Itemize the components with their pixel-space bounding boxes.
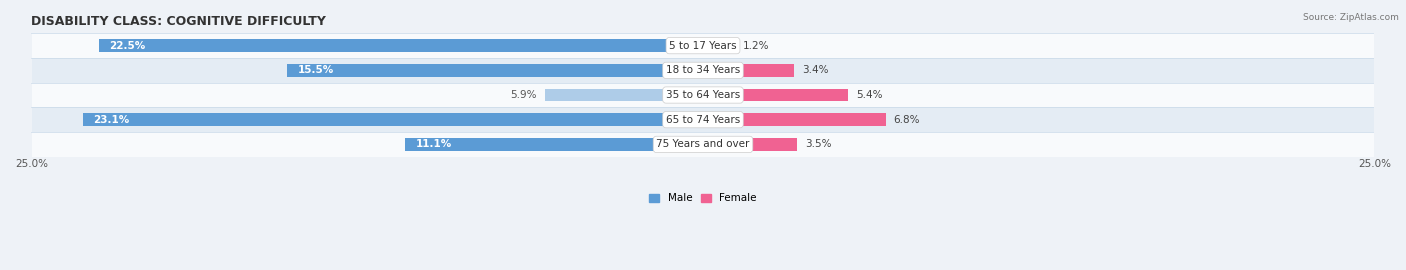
- Text: 15.5%: 15.5%: [298, 65, 333, 75]
- Text: Source: ZipAtlas.com: Source: ZipAtlas.com: [1303, 14, 1399, 22]
- Bar: [703, 89, 848, 102]
- Text: 5.4%: 5.4%: [856, 90, 883, 100]
- Text: 75 Years and over: 75 Years and over: [657, 139, 749, 149]
- Text: 5 to 17 Years: 5 to 17 Years: [669, 41, 737, 51]
- Legend: Male, Female: Male, Female: [650, 193, 756, 203]
- Text: 5.9%: 5.9%: [510, 90, 537, 100]
- Bar: [405, 138, 703, 151]
- Bar: [98, 39, 703, 52]
- Bar: [703, 138, 797, 151]
- Text: 65 to 74 Years: 65 to 74 Years: [666, 115, 740, 125]
- Text: 35 to 64 Years: 35 to 64 Years: [666, 90, 740, 100]
- Text: 23.1%: 23.1%: [93, 115, 129, 125]
- Text: 1.2%: 1.2%: [744, 41, 770, 51]
- Bar: [83, 113, 703, 126]
- Bar: [31, 58, 1375, 83]
- Text: 3.4%: 3.4%: [803, 65, 830, 75]
- Bar: [31, 107, 1375, 132]
- Bar: [703, 39, 735, 52]
- Text: DISABILITY CLASS: COGNITIVE DIFFICULTY: DISABILITY CLASS: COGNITIVE DIFFICULTY: [31, 15, 326, 28]
- Text: 6.8%: 6.8%: [894, 115, 920, 125]
- Bar: [703, 64, 794, 77]
- Text: 22.5%: 22.5%: [110, 41, 146, 51]
- Bar: [31, 83, 1375, 107]
- Text: 18 to 34 Years: 18 to 34 Years: [666, 65, 740, 75]
- Bar: [287, 64, 703, 77]
- Text: 3.5%: 3.5%: [806, 139, 831, 149]
- Bar: [31, 33, 1375, 58]
- Bar: [703, 113, 886, 126]
- Bar: [544, 89, 703, 102]
- Bar: [31, 132, 1375, 157]
- Text: 11.1%: 11.1%: [416, 139, 451, 149]
